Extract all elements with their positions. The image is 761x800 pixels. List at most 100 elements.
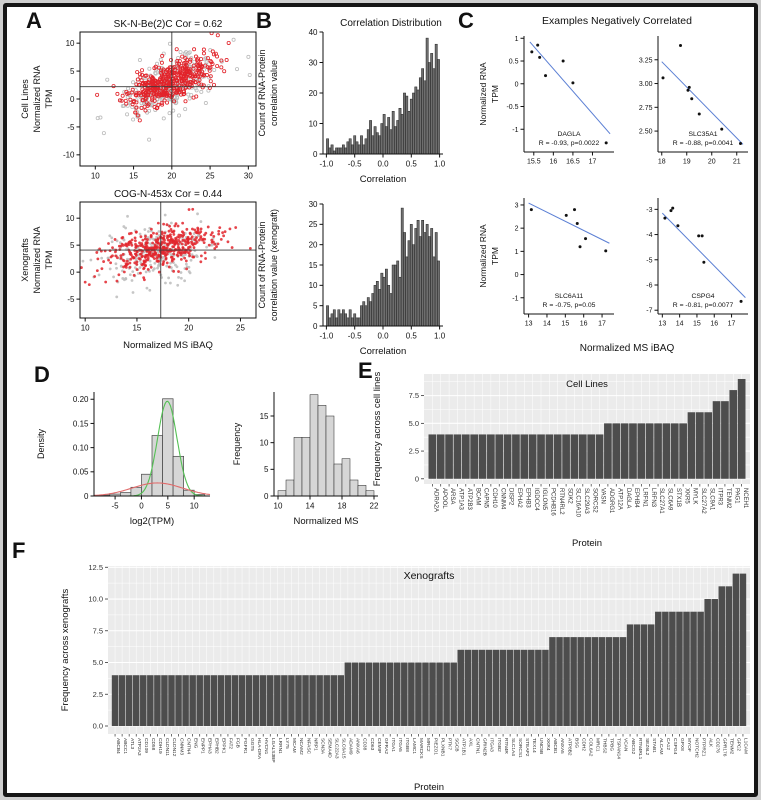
density-bars bbox=[98, 398, 206, 497]
x-tick-label: 0.0 bbox=[377, 332, 389, 341]
x-axis-label: log2(TPM) bbox=[130, 516, 174, 527]
y-tick-label: 2.50 bbox=[639, 129, 653, 136]
chart-f: 0.0 2.5 5.0 7.5 10.0 12.5 ABCB4 ABCC1 ATL3 ATP2A3… bbox=[60, 551, 750, 793]
protein-tick-label: SGCB bbox=[453, 738, 459, 752]
correlation-stats: R = -0.88, p=0.0041 bbox=[673, 140, 734, 147]
protein-tick-label: XKR4 bbox=[545, 738, 551, 751]
y-tick-label: -5 bbox=[67, 295, 75, 304]
y-tick-label: 20 bbox=[309, 241, 318, 250]
protein-tick-label: ITGB8 bbox=[404, 738, 410, 752]
y-axis-label: Density bbox=[36, 428, 46, 459]
x-tick-label: 15 bbox=[132, 324, 141, 333]
protein-tick-label: ABCB1 bbox=[552, 738, 558, 754]
panel-label-c: C bbox=[458, 8, 474, 33]
protein-tick-label: ITGB2 bbox=[496, 738, 502, 752]
protein-tick-label: GGT5 bbox=[249, 738, 255, 751]
x-tick-label: 0.5 bbox=[406, 160, 418, 169]
protein-tick-label: IGLON5 bbox=[541, 488, 547, 511]
protein-tick-label: STEAP2 bbox=[524, 738, 530, 757]
protein-tick-label: ATP2B3 bbox=[466, 488, 472, 511]
protein-tick-label: RTN4RL2 bbox=[558, 488, 564, 515]
protein-tick-label: CDH2 bbox=[580, 738, 586, 751]
protein-tick-label: ATL3 bbox=[129, 738, 135, 749]
panel-label-e: E bbox=[358, 358, 373, 383]
y-tick-label: 2 bbox=[515, 226, 519, 233]
protein-tick-label: GPR176 bbox=[722, 738, 728, 757]
x-tick-label: 13 bbox=[525, 321, 533, 328]
y-tick-label: 0 bbox=[264, 492, 269, 501]
chart-title: Xenografts bbox=[404, 570, 455, 582]
x-tick-label: 0 bbox=[139, 502, 144, 511]
y-tick-label: 40 bbox=[309, 28, 318, 37]
protein-tick-label: NCEH1 bbox=[742, 488, 748, 509]
protein-tick-label: CNTN1 bbox=[475, 738, 481, 754]
panel-label-f: F bbox=[12, 538, 26, 563]
x-tick-label: -5 bbox=[112, 502, 120, 511]
y-tick-label: 15 bbox=[260, 412, 269, 421]
protein-tick-label: SEMA4D bbox=[326, 738, 332, 758]
x-tick-label: 25 bbox=[236, 324, 245, 333]
protein-tick-label: STAB1 bbox=[651, 738, 657, 753]
y-tick-label: 0.20 bbox=[73, 395, 89, 404]
x-tick-label: -0.5 bbox=[348, 332, 362, 341]
y-tick-label: 10 bbox=[309, 281, 318, 290]
protein-tick-label: SORCS1 bbox=[517, 738, 523, 758]
protein-tick-label: IGDCC4 bbox=[533, 488, 539, 511]
chart-b1: -1.0 -0.5 0.0 0.5 1.0 0 10 20 30 40 Correlation Di… bbox=[257, 18, 446, 185]
x-axis-label: Normalized MS bbox=[294, 516, 359, 527]
protein-tick-label: FAT2 bbox=[228, 738, 234, 749]
y-tick-label: -4 bbox=[646, 232, 652, 239]
x-axis-label: Correlation bbox=[360, 346, 406, 357]
protein-tick-label: THBS2 bbox=[602, 738, 608, 754]
y-tick-label: -0.5 bbox=[506, 104, 518, 111]
y-tick-label: 3.25 bbox=[639, 57, 653, 64]
y-tick-label: 0 bbox=[515, 81, 519, 88]
regression-line bbox=[529, 41, 611, 135]
y-tick-label: -3 bbox=[646, 207, 652, 214]
x-tick-label: 1.0 bbox=[434, 160, 446, 169]
protein-tick-label: MRC2 bbox=[425, 738, 431, 752]
protein-tick-label: ANXA5 bbox=[559, 738, 565, 754]
histogram-bars bbox=[326, 207, 440, 327]
y-axis-label: TPM bbox=[490, 85, 500, 103]
y-tick-label: 0.5 bbox=[509, 59, 519, 66]
protein-tick-label: SLC6A9 bbox=[667, 488, 673, 511]
protein-tick-label: CD58 bbox=[150, 738, 156, 751]
axes: 0.0 2.5 5.0 7.5 10.0 12.5 bbox=[88, 563, 108, 731]
protein-tick-label: ATP12A bbox=[616, 488, 622, 510]
histogram-bars bbox=[277, 394, 375, 497]
y-tick-label: 0 bbox=[313, 322, 318, 331]
protein-tick-label: STX1B bbox=[675, 488, 681, 507]
panel-label-d: D bbox=[34, 362, 50, 387]
y-tick-label: -6 bbox=[646, 283, 652, 290]
protein-tick-label: ANXA6 bbox=[355, 738, 361, 754]
protein-tick-label: L1CAM bbox=[743, 738, 749, 754]
regression-line bbox=[661, 212, 746, 298]
panel-c-title: Examples Negatively Correlated bbox=[542, 15, 692, 27]
scatter-points bbox=[530, 43, 608, 145]
protein-tick-label: ADGRG1 bbox=[608, 488, 614, 514]
protein-tick-label: EPHA3 bbox=[206, 738, 212, 754]
chart-c4: 13 14 15 16 17 -3 -4 -5 -6 -7 CSPG4 R = -0.81, p=0.… bbox=[646, 198, 748, 328]
y-tick-label: 12.5 bbox=[88, 563, 103, 572]
x-tick-label: -1.0 bbox=[319, 160, 333, 169]
x-tick-label: 18 bbox=[338, 502, 347, 511]
protein-tick-label: SLC9A1 bbox=[708, 488, 714, 511]
x-tick-label: 17 bbox=[589, 159, 597, 166]
panel-c-shared-xlabel: Normalized MS iBAQ bbox=[579, 343, 675, 354]
correlation-stats: R = -0.81, p=0.0077 bbox=[673, 302, 734, 309]
x-tick-label: 10 bbox=[274, 502, 283, 511]
y-tick-label: 25 bbox=[309, 220, 318, 229]
protein-tick-label: NOTCH2 bbox=[693, 738, 699, 758]
x-axis-label: Normalized MS iBAQ bbox=[123, 340, 213, 351]
x-tick-label: 16 bbox=[549, 159, 557, 166]
protein-tick-label: ITPR3 bbox=[717, 488, 723, 506]
protein-tick-label: HLA-DRA bbox=[256, 738, 262, 760]
x-tick-label: 15 bbox=[693, 321, 701, 328]
protein-tick-label: LRFN3 bbox=[650, 488, 656, 508]
x-tick-label: 14 bbox=[543, 321, 551, 328]
protein-tick-label: CAPN5 bbox=[483, 488, 489, 509]
protein-tick-label: SLC22A3 bbox=[333, 738, 339, 759]
y-tick-label: -7 bbox=[646, 308, 652, 315]
